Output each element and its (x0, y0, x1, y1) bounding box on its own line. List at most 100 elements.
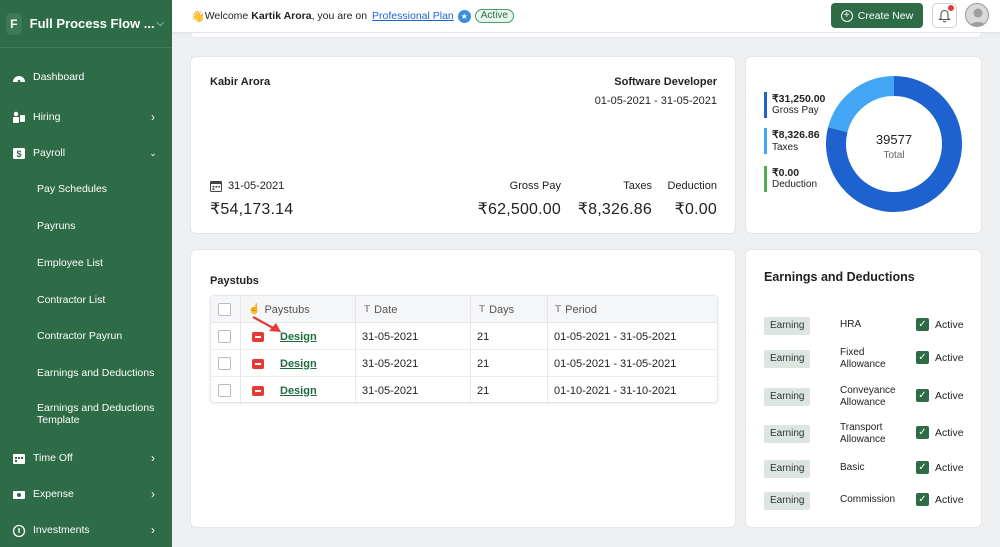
column-date[interactable]: T Date (364, 296, 397, 323)
pay-date-value: 31-05-2021 (228, 180, 285, 192)
plus-icon: + (840, 9, 853, 22)
sidebar-subitem-earnings-deductions-template[interactable]: Earnings and Deductions Template (37, 402, 155, 426)
pdf-icon (252, 385, 264, 396)
org-switcher[interactable]: F Full Process Flow ... ⌵ (0, 0, 172, 48)
employee-name: Kabir Arora (210, 76, 271, 88)
notification-dot (948, 5, 954, 11)
column-paystubs[interactable]: ☝ Paystubs (248, 296, 310, 323)
pay-date: 31-05-2021 (210, 180, 284, 192)
date-cell: 31-05-2021 (362, 330, 419, 343)
row-checkbox[interactable] (218, 377, 231, 404)
org-logo: F (6, 12, 22, 35)
paystub-link[interactable]: Design (280, 384, 317, 397)
welcome-prefix: Welcome (204, 10, 249, 22)
taxes-label: Taxes (623, 180, 652, 192)
component-name: Conveyance Allowance (840, 385, 896, 408)
sidebar-item-label: Hiring (33, 111, 61, 123)
status-label: Active (935, 352, 964, 364)
pdf-icon (252, 358, 264, 369)
sidebar-item-label: Expense (33, 488, 74, 500)
status-label: Active (935, 319, 964, 331)
sidebar-item-payroll[interactable]: $ Payroll ⌄ (0, 145, 172, 161)
active-checkbox[interactable]: ✓ (916, 351, 929, 364)
gross-pay-label: Gross Pay (509, 180, 561, 192)
payroll-icon: $ (11, 147, 26, 160)
type-badge: Earning (764, 317, 811, 335)
investments-icon (11, 524, 26, 537)
avatar[interactable] (965, 3, 989, 27)
dashboard-icon (11, 71, 26, 84)
sidebar-item-hiring[interactable]: Hiring › (0, 109, 172, 125)
sidebar-item-dashboard[interactable]: Dashboard (0, 69, 172, 85)
row-checkbox[interactable] (218, 350, 231, 377)
sidebar-subitem-contractor-list[interactable]: Contractor List (37, 294, 106, 306)
list-item: Earning Transport Allowance ✓ Active (764, 422, 964, 450)
calendar-icon (11, 452, 26, 465)
column-divider (355, 296, 356, 404)
table-row[interactable]: Design 31-05-2021 21 01-10-2021 - 31-10-… (211, 377, 717, 404)
sidebar-item-time-off[interactable]: Time Off › (0, 450, 172, 466)
legend-marker-deduction (764, 166, 767, 192)
chevron-down-icon[interactable]: ⌵ (156, 18, 165, 29)
paystub-link[interactable]: Design (280, 357, 317, 370)
chevron-down-icon: ⌄ (149, 147, 157, 158)
column-days[interactable]: T Days (479, 296, 514, 323)
donut-segment-gross-pay (826, 76, 962, 212)
legend-deduction-label: Deduction (772, 179, 818, 190)
period-cell: 01-10-2021 - 31-10-2021 (554, 384, 677, 397)
donut-total-value: 39577 (875, 132, 913, 147)
plan-link[interactable]: Professional Plan (372, 10, 454, 22)
sidebar-subitem-pay-schedules[interactable]: Pay Schedules (37, 183, 108, 195)
designation: Software Developer (614, 76, 717, 88)
sidebar-subitem-contractor-payrun[interactable]: Contractor Payrun (37, 330, 123, 342)
table-header: ☝ Paystubs T Date T Days T Period (211, 296, 717, 323)
legend-gross-label: Gross Pay (772, 105, 819, 116)
sidebar-item-investments[interactable]: Investments › (0, 522, 172, 538)
welcome-mid: , you are on (311, 10, 368, 22)
notifications-button[interactable] (932, 3, 957, 28)
deduction-label: Deduction (667, 180, 717, 192)
status-badge: Active (474, 9, 514, 23)
active-checkbox[interactable]: ✓ (916, 461, 929, 474)
table-row[interactable]: Design 31-05-2021 21 01-05-2021 - 31-05-… (211, 350, 717, 377)
active-checkbox[interactable]: ✓ (916, 493, 929, 506)
active-checkbox[interactable]: ✓ (916, 389, 929, 402)
type-badge: Earning (764, 492, 811, 510)
paystub-cell: Design (252, 377, 317, 404)
sidebar-subitem-earnings-deductions[interactable]: Earnings and Deductions (37, 367, 155, 379)
earnings-deductions-card: Earnings and Deductions Earning HRA ✓ Ac… (745, 249, 982, 528)
sidebar-item-label: Dashboard (33, 71, 85, 83)
table-row[interactable]: Design 31-05-2021 21 01-05-2021 - 31-05-… (211, 323, 717, 350)
hand-icon: ☝ (248, 304, 261, 315)
component-name: HRA (840, 319, 862, 330)
list-item: Earning Basic ✓ Active (764, 459, 964, 485)
sidebar-item-expense[interactable]: Expense › (0, 486, 172, 502)
sidebar: F Full Process Flow ... ⌵ Dashboard Hiri… (0, 0, 172, 547)
column-label: Date (374, 303, 398, 316)
sidebar-subitem-payruns[interactable]: Payruns (37, 220, 76, 232)
component-name: Fixed Allowance (840, 347, 886, 370)
create-new-label: Create New (857, 9, 914, 22)
column-period[interactable]: T Period (555, 296, 597, 323)
select-all-checkbox[interactable] (218, 296, 231, 323)
status-label: Active (935, 494, 964, 506)
legend-marker-gross (764, 92, 767, 118)
column-label: Paystubs (264, 303, 310, 316)
user-name: Kartik Arora (251, 10, 312, 22)
chevron-right-icon: › (151, 110, 155, 124)
chevron-right-icon: › (151, 523, 155, 537)
sidebar-subitem-employee-list[interactable]: Employee List (37, 257, 103, 269)
sidebar-item-label: Investments (33, 524, 90, 536)
calendar-icon (210, 181, 222, 192)
create-new-button[interactable]: + Create New (831, 3, 923, 28)
row-checkbox[interactable] (218, 323, 231, 350)
svg-text:$: $ (16, 149, 21, 159)
column-divider (240, 296, 241, 404)
active-checkbox[interactable]: ✓ (916, 318, 929, 331)
list-item: Earning Fixed Allowance ✓ Active (764, 347, 964, 375)
active-checkbox[interactable]: ✓ (916, 426, 929, 439)
wave-icon: 👋 (191, 10, 205, 23)
welcome-message: 👋 Welcome Kartik Arora , you are on Prof… (191, 9, 514, 23)
paystub-link[interactable]: Design (280, 330, 317, 343)
legend-gross-value: ₹31,250.00 (772, 93, 826, 105)
